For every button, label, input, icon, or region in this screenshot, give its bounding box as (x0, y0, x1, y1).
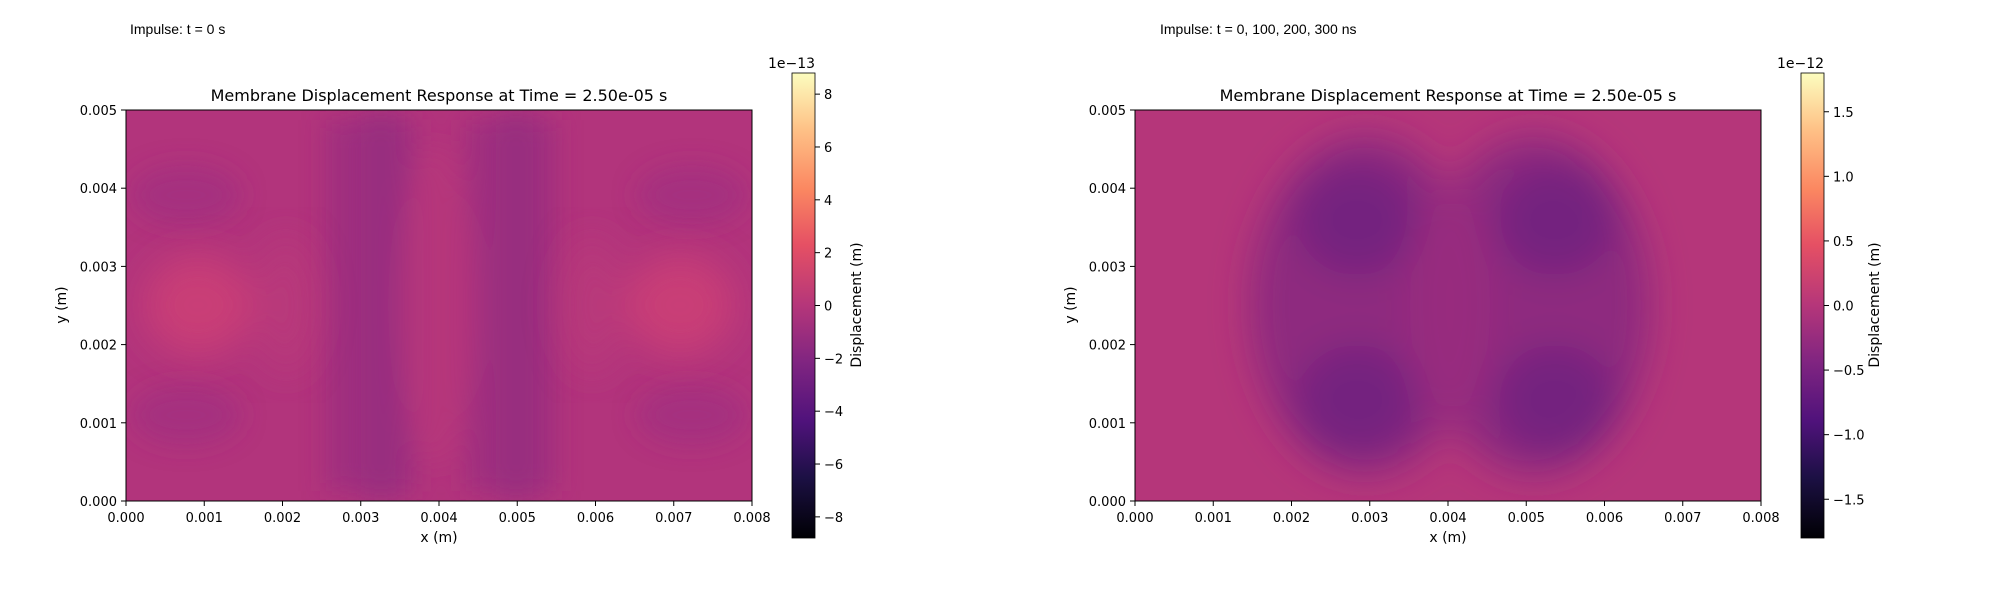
colorbar-tick-label: −4 (824, 405, 843, 420)
y-tick-label: 0.003 (1089, 260, 1126, 275)
x-tick-label: 0.001 (186, 511, 223, 526)
x-tick-label: 0.002 (1273, 511, 1310, 526)
x-tick-label: 0.008 (1742, 511, 1779, 526)
colorbar-ticks: 8 6 4 2 0 −2 −4 −6 −8 (815, 88, 843, 526)
colorbar-tick-label: −1.5 (1833, 493, 1865, 508)
x-tick-label: 0.003 (1351, 511, 1388, 526)
colorbar-tick-label: 2 (824, 247, 832, 262)
y-tick-label: 0.002 (80, 339, 117, 354)
colorbar-tick-label: −2 (824, 352, 843, 367)
y-tick-label: 0.004 (80, 182, 117, 197)
colorbar (791, 72, 816, 539)
colorbar-tick-label: 6 (824, 141, 832, 156)
x-tick-label: 0.004 (1429, 511, 1466, 526)
x-tick-label: 0.007 (1664, 511, 1701, 526)
y-axis: 0.000 0.001 0.002 0.003 0.004 0.005 (80, 104, 126, 510)
colorbar-ticks: 1.5 1.0 0.5 0.0 −0.5 −1.0 −1.5 (1824, 106, 1865, 508)
colorbar (1800, 72, 1825, 539)
colorbar-tick-label: 8 (824, 88, 832, 103)
y-tick-label: 0.004 (1089, 182, 1126, 197)
x-tick-label: 0.002 (264, 511, 301, 526)
x-axis-label: x (m) (1429, 530, 1466, 546)
x-tick-label: 0.008 (733, 511, 770, 526)
x-tick-label: 0.003 (342, 511, 379, 526)
colorbar-label: Displacement (m) (1867, 242, 1883, 367)
colorbar-label: Displacement (m) (849, 242, 865, 367)
y-tick-label: 0.003 (80, 260, 117, 275)
colorbar-offset-text: 1e−12 (1777, 56, 1824, 72)
caption-left: Impulse: t = 0 s (130, 21, 225, 37)
x-axis: 0.000 0.001 0.002 0.003 0.004 0.005 0.006 0.007… (107, 501, 771, 526)
x-tick-label: 0.000 (107, 511, 144, 526)
x-tick-label: 0.006 (1586, 511, 1623, 526)
x-axis: 0.000 0.001 0.002 0.003 0.004 0.005 0.006 0.007… (1116, 501, 1780, 526)
x-tick-label: 0.006 (577, 511, 614, 526)
x-tick-label: 0.001 (1195, 511, 1232, 526)
colorbar-tick-label: −0.5 (1833, 364, 1865, 379)
y-axis-label: y (m) (54, 286, 70, 323)
y-tick-label: 0.001 (1089, 417, 1126, 432)
colorbar-tick-label: −6 (824, 458, 843, 473)
x-tick-label: 0.007 (655, 511, 692, 526)
colorbar-offset-text: 1e−13 (768, 56, 815, 72)
colorbar-tick-label: 1.5 (1833, 106, 1854, 121)
chart-title: Membrane Displacement Response at Time =… (1220, 86, 1677, 105)
x-tick-label: 0.005 (1508, 511, 1545, 526)
colorbar-tick-label: 0 (824, 300, 832, 315)
x-tick-label: 0.005 (499, 511, 536, 526)
chart-title: Membrane Displacement Response at Time =… (211, 86, 668, 105)
y-tick-label: 0.002 (1089, 339, 1126, 354)
x-tick-label: 0.004 (420, 511, 457, 526)
y-tick-label: 0.000 (80, 495, 117, 510)
colorbar-tick-label: −8 (824, 511, 843, 526)
y-tick-label: 0.000 (1089, 495, 1126, 510)
caption-right: Impulse: t = 0, 100, 200, 300 ns (1160, 21, 1357, 37)
y-tick-label: 0.005 (1089, 104, 1126, 119)
y-tick-label: 0.001 (80, 417, 117, 432)
colorbar-tick-label: −1.0 (1833, 429, 1865, 444)
colorbar-tick-label: 4 (824, 194, 832, 209)
colorbar-tick-label: 0.0 (1833, 300, 1854, 315)
panel-right: Membrane Displacement Response at Time =… (1063, 56, 1883, 546)
x-tick-label: 0.000 (1116, 511, 1153, 526)
x-axis-label: x (m) (420, 530, 457, 546)
panel-left: Membrane Displacement Response at Time =… (54, 56, 865, 546)
colorbar-tick-label: 0.5 (1833, 235, 1854, 250)
heatmap-field (1135, 110, 1761, 501)
colorbar-tick-label: 1.0 (1833, 170, 1854, 185)
y-tick-label: 0.005 (80, 104, 117, 119)
y-axis-label: y (m) (1063, 286, 1079, 323)
heatmap-field (126, 110, 752, 501)
y-axis: 0.000 0.001 0.002 0.003 0.004 0.005 (1089, 104, 1135, 510)
